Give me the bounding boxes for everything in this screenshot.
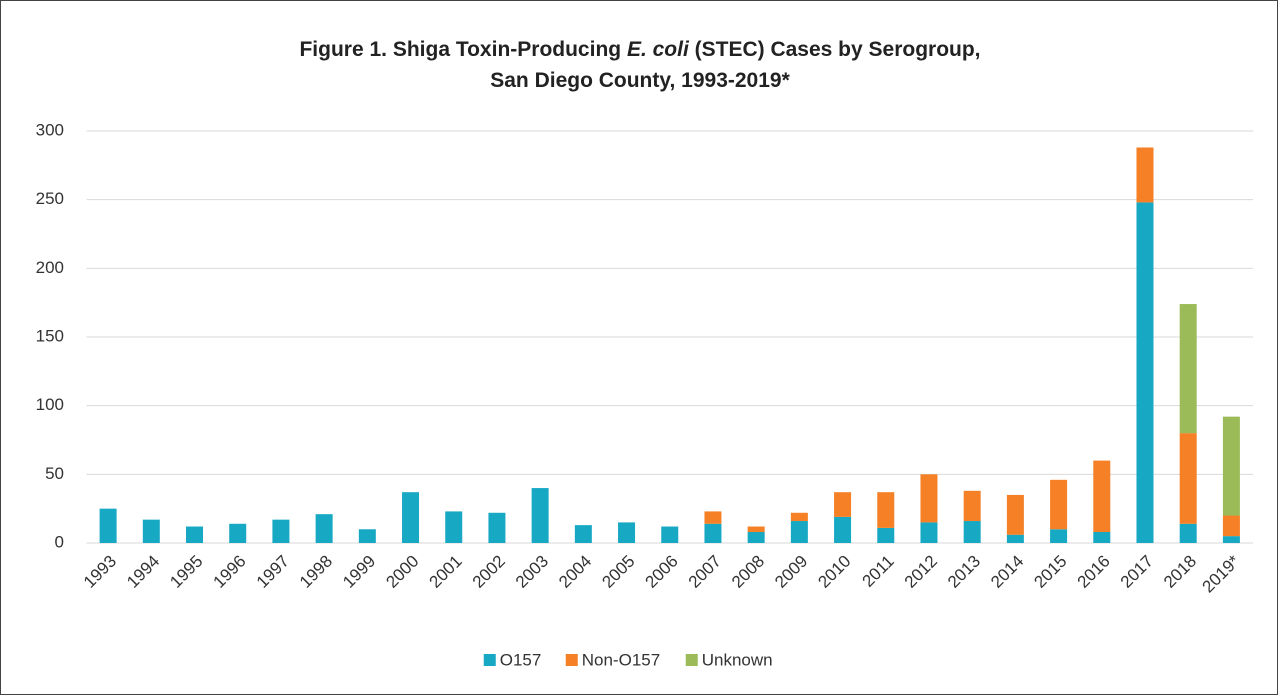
bar-segment <box>963 521 981 543</box>
y-tick-label: 50 <box>45 464 64 483</box>
bar-segment <box>1179 304 1197 434</box>
legend-label: Non-O157 <box>582 650 660 669</box>
bar-segment <box>1006 534 1024 543</box>
bar-segment <box>1093 532 1111 543</box>
bar-segment <box>1179 523 1197 543</box>
bar-segment <box>747 526 765 533</box>
bar-segment <box>790 512 808 522</box>
legend-swatch <box>565 654 578 666</box>
bar-segment <box>1222 416 1240 516</box>
y-tick-label: 0 <box>55 532 64 551</box>
y-tick-label: 200 <box>36 258 64 277</box>
bar-segment <box>1222 515 1240 537</box>
title-part: (STEC) Cases by Serogroup, <box>689 38 981 61</box>
bar-segment <box>315 514 333 543</box>
bar-segment <box>920 522 938 543</box>
bar-segment <box>661 526 679 543</box>
bar-segment <box>1179 433 1197 524</box>
bar-segment <box>1006 494 1024 535</box>
bar-segment <box>142 519 160 543</box>
legend-label: O157 <box>500 650 542 669</box>
bar-segment <box>920 474 938 523</box>
title-part: Figure 1. Shiga Toxin-Producing <box>299 38 626 61</box>
bar-segment <box>877 492 895 528</box>
bar-segment <box>704 523 722 543</box>
title-part: E. coli <box>627 38 690 61</box>
legend-swatch <box>483 654 496 666</box>
bar-segment <box>186 526 204 543</box>
bar-segment <box>704 511 722 524</box>
bar-segment <box>229 523 247 543</box>
chart-title: Figure 1. Shiga Toxin-Producing E. coli … <box>299 38 980 61</box>
bar-segment <box>1222 536 1240 543</box>
bar-segment <box>99 508 117 543</box>
bar-segment <box>488 512 506 543</box>
bar-segment <box>402 492 420 543</box>
bar-segment <box>445 511 463 543</box>
y-tick-label: 250 <box>36 189 64 208</box>
title-part: San Diego County, 1993-2019* <box>490 69 790 92</box>
bar-segment <box>272 519 290 543</box>
bar-segment <box>574 525 592 543</box>
y-tick-label: 300 <box>36 120 64 139</box>
bar-segment <box>790 521 808 543</box>
bar-segment <box>877 527 895 543</box>
bar-segment <box>1050 479 1068 530</box>
bar-segment <box>1050 529 1068 543</box>
y-tick-label: 100 <box>36 395 64 414</box>
bar-segment <box>1093 460 1111 533</box>
bar-segment <box>358 529 376 543</box>
bar-segment <box>1136 202 1154 543</box>
bar-segment <box>1136 147 1154 203</box>
y-tick-label: 150 <box>36 326 64 345</box>
legend-swatch <box>685 654 698 666</box>
bar-segment <box>834 516 852 543</box>
bar-segment <box>747 532 765 543</box>
bar-segment <box>531 488 549 543</box>
bar-segment <box>834 492 852 517</box>
chart-title: San Diego County, 1993-2019* <box>490 69 790 92</box>
bar-segment <box>618 522 636 543</box>
bar-segment <box>963 490 981 522</box>
legend-label: Unknown <box>702 650 773 669</box>
